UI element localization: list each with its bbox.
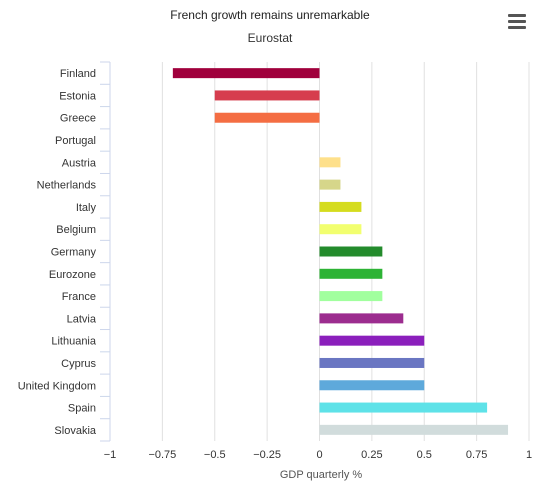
x-tick-label: −0.75 xyxy=(148,449,176,461)
bar[interactable] xyxy=(319,268,383,279)
bars xyxy=(172,68,509,435)
bar[interactable] xyxy=(319,357,425,368)
bar[interactable] xyxy=(319,157,341,168)
category-label: Belgium xyxy=(56,224,96,236)
bar[interactable] xyxy=(319,424,509,435)
category-label: Slovakia xyxy=(54,425,96,437)
bar[interactable] xyxy=(319,402,488,413)
bar[interactable] xyxy=(319,246,383,257)
x-tick-label: 1 xyxy=(526,449,532,461)
bar[interactable] xyxy=(319,224,362,235)
category-label: Italy xyxy=(76,202,97,214)
hamburger-menu-icon xyxy=(508,14,528,29)
category-label: Greece xyxy=(60,113,96,125)
bar[interactable] xyxy=(319,291,383,302)
category-label: Austria xyxy=(62,157,97,169)
chart-subtitle: Eurostat xyxy=(247,31,293,45)
category-label: Latvia xyxy=(67,313,97,325)
category-axis xyxy=(100,61,111,442)
bar[interactable] xyxy=(172,68,320,79)
category-label: Netherlands xyxy=(37,180,97,192)
bar[interactable] xyxy=(319,380,425,391)
x-tick-label: −1 xyxy=(104,449,117,461)
category-label: Cyprus xyxy=(61,358,96,370)
category-label: United Kingdom xyxy=(18,380,96,392)
x-tick-label: 0 xyxy=(316,449,322,461)
x-axis-title: GDP quarterly % xyxy=(280,469,363,481)
x-tick-label: 0.5 xyxy=(417,449,432,461)
category-label: Spain xyxy=(68,403,96,415)
category-label: France xyxy=(62,291,96,303)
x-tick-labels: −1 −0.75 −0.5 −0.25 0 0.25 0.5 0.75 1 xyxy=(104,449,532,461)
bar[interactable] xyxy=(214,90,320,101)
x-tick-label: −0.5 xyxy=(204,449,226,461)
category-labels: Finland Estonia Greece Portugal Austria Nethe… xyxy=(18,68,97,437)
x-tick-label: 0.75 xyxy=(466,449,487,461)
category-label: Estonia xyxy=(59,90,97,102)
category-label: Lithuania xyxy=(51,336,97,348)
bar[interactable] xyxy=(319,335,425,346)
bar[interactable] xyxy=(319,179,341,190)
category-label: Portugal xyxy=(55,135,96,147)
bar[interactable] xyxy=(319,201,362,212)
category-label: Finland xyxy=(60,68,96,80)
category-label: Germany xyxy=(51,247,97,259)
x-tick-label: −0.25 xyxy=(253,449,281,461)
bar[interactable] xyxy=(214,112,320,123)
bar[interactable] xyxy=(319,313,404,324)
chart-menu-button[interactable] xyxy=(508,14,528,32)
chart-title: French growth remains unremarkable xyxy=(170,8,370,22)
category-label: Eurozone xyxy=(49,269,96,281)
x-tick-label: 0.25 xyxy=(361,449,382,461)
